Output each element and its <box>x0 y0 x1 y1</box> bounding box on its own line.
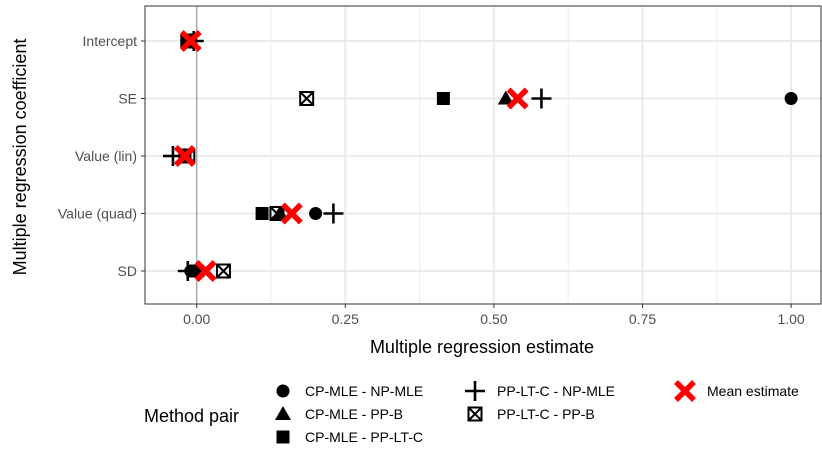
y-axis: Intercept SE Value (lin) Value (quad) SD <box>58 33 145 279</box>
point-redx <box>194 260 217 282</box>
point-triangle <box>497 90 514 105</box>
point-plus <box>531 88 552 109</box>
point-plus <box>323 203 344 224</box>
y-tick-label: Value (quad) <box>58 206 137 222</box>
legend-key-redx <box>674 380 696 402</box>
point-circle <box>784 92 798 105</box>
legend-label: PP-LT-C - NP-MLE <box>497 383 615 399</box>
legend-label: CP-MLE - NP-MLE <box>305 383 423 399</box>
point-redx <box>173 145 196 167</box>
point-boxx <box>215 263 231 279</box>
data-marks <box>162 30 798 282</box>
point-plus <box>162 146 183 166</box>
legend-title: Method pair <box>144 406 239 426</box>
x-axis: 0.00 0.25 0.50 0.75 1.00 <box>183 304 805 327</box>
point-square <box>436 92 450 105</box>
legend: Method pair CP-MLE - NP-MLE CP-MLE - PP-B… <box>144 380 799 445</box>
point-redx <box>280 202 303 225</box>
legend-key-triangle <box>275 406 291 420</box>
y-tick-label: Value (lin) <box>75 148 137 164</box>
x-tick-label: 0.75 <box>629 311 656 327</box>
point-circle <box>309 207 323 220</box>
legend-label: CP-MLE - PP-B <box>305 406 403 422</box>
y-tick-label: Intercept <box>83 33 138 49</box>
legend-key-plus <box>465 381 485 401</box>
legend-key-boxx <box>467 406 483 422</box>
point-boxx <box>299 91 315 106</box>
plot-panel <box>144 5 822 305</box>
x-tick-label: 0.00 <box>183 311 210 327</box>
point-square <box>255 207 269 220</box>
legend-label: Mean estimate <box>707 383 799 399</box>
x-tick-label: 0.25 <box>332 311 359 327</box>
point-redx <box>179 30 202 52</box>
legend-key-circle <box>276 384 290 398</box>
point-redx <box>506 87 529 110</box>
y-tick-label: SD <box>118 263 137 279</box>
x-tick-label: 1.00 <box>777 311 804 327</box>
point-boxx <box>269 206 285 221</box>
point-plus <box>177 261 198 281</box>
legend-key-square <box>276 430 290 444</box>
x-tick-label: 0.50 <box>480 311 507 327</box>
panel-border <box>144 5 822 305</box>
legend-label: CP-MLE - PP-LT-C <box>305 429 423 445</box>
legend-label: PP-LT-C - PP-B <box>497 406 595 422</box>
y-tick-label: SE <box>118 91 137 107</box>
y-axis-title: Multiple regression coefficient <box>10 39 30 276</box>
x-axis-title: Multiple regression estimate <box>370 337 594 357</box>
